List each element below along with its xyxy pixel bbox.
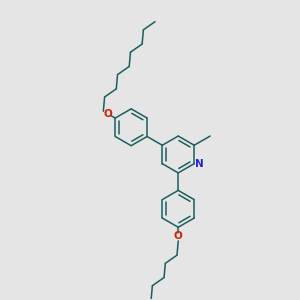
Text: N: N	[195, 159, 203, 169]
Text: O: O	[103, 109, 112, 119]
Text: O: O	[174, 231, 183, 241]
